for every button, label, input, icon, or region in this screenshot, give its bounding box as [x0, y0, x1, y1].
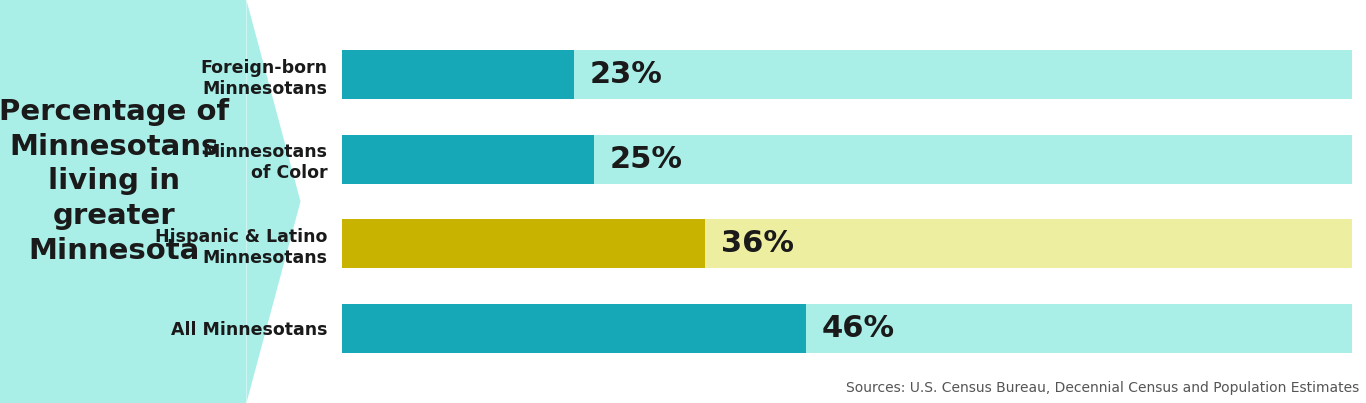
Bar [342, 219, 705, 268]
Text: 36%: 36% [721, 229, 794, 258]
Bar [342, 135, 1352, 184]
Bar [342, 50, 1352, 99]
Text: Sources: U.S. Census Bureau, Decennial Census and Population Estimates: Sources: U.S. Census Bureau, Decennial C… [846, 381, 1359, 395]
Polygon shape [246, 0, 301, 403]
Text: 46%: 46% [822, 314, 895, 343]
Bar [342, 304, 1352, 353]
Bar [0, 0, 246, 403]
Bar [342, 219, 1352, 268]
Text: 25%: 25% [609, 145, 683, 174]
Bar [342, 135, 594, 184]
Text: Percentage of
Minnesotans
living in
greater
Minnesota: Percentage of Minnesotans living in grea… [0, 98, 229, 264]
Bar [342, 50, 574, 99]
Bar [342, 304, 806, 353]
Text: 23%: 23% [589, 60, 663, 89]
